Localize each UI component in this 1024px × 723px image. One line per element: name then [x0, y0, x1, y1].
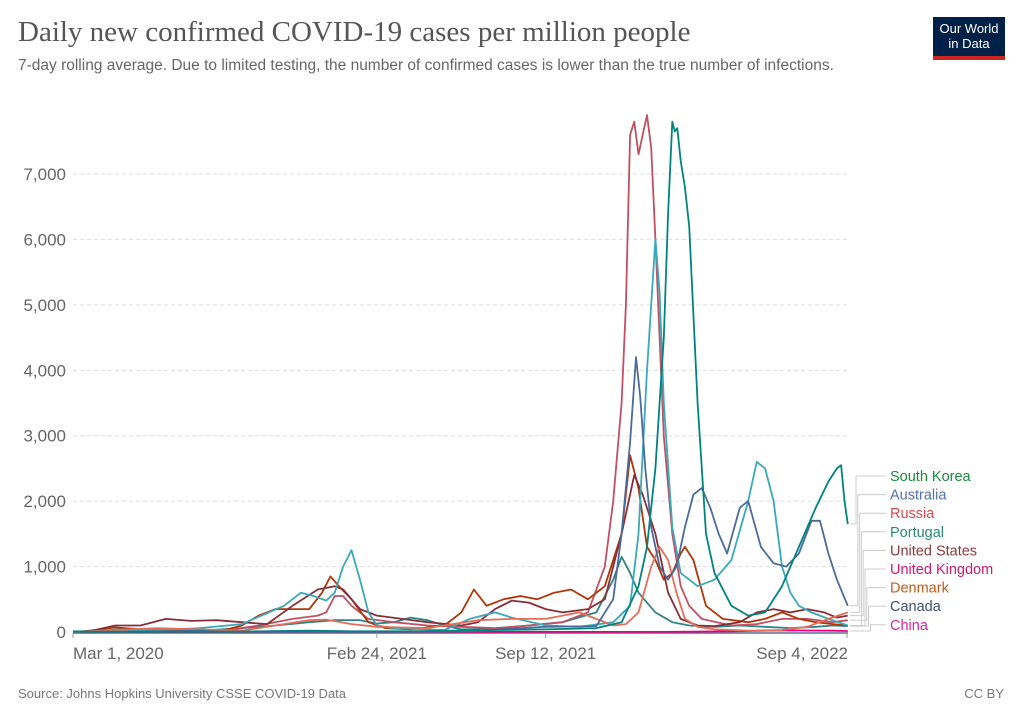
legend-item-united-states[interactable]: United States — [890, 543, 977, 559]
legend-connector — [850, 549, 886, 617]
y-tick-label: 3,000 — [23, 427, 66, 446]
x-axis-ticks: Mar 1, 2020 Feb 24, 2021 Sep 12, 2021 Sep 4… — [72, 632, 848, 663]
series-line-russia[interactable] — [72, 546, 849, 633]
x-tick-label: Feb 24, 2021 — [327, 644, 427, 663]
chart-subtitle: 7-day rolling average. Due to limited te… — [18, 57, 834, 74]
source-note: Source: Johns Hopkins University CSSE CO… — [18, 686, 347, 701]
x-tick-label: Sep 12, 2021 — [495, 644, 596, 663]
y-tick-label: 1,000 — [23, 558, 66, 577]
legend-connector — [850, 512, 886, 613]
legend-connector — [850, 494, 886, 607]
legend-connector — [850, 531, 886, 626]
y-tick-label: 0 — [57, 623, 66, 642]
y-axis-ticks: 0 1,000 2,000 3,000 4,000 5,000 6,000 7,000 — [23, 165, 66, 642]
y-tick-label: 6,000 — [23, 230, 66, 249]
owid-logo[interactable]: Our World in Data — [933, 17, 1005, 60]
legend-connector — [850, 475, 886, 525]
series-line-united-kingdom[interactable] — [72, 454, 848, 633]
legend-connector — [850, 605, 886, 627]
series-line-australia[interactable] — [72, 356, 849, 633]
legend-item-russia[interactable]: Russia — [890, 506, 935, 522]
y-tick-label: 5,000 — [23, 296, 66, 315]
series-lines — [72, 114, 849, 633]
legend-connector — [850, 624, 886, 632]
legend-item-portugal[interactable]: Portugal — [890, 525, 944, 541]
x-tick-label: Mar 1, 2020 — [73, 644, 164, 663]
series-line-denmark[interactable] — [72, 114, 848, 633]
legend-item-denmark[interactable]: Denmark — [890, 581, 950, 597]
y-tick-label: 4,000 — [23, 361, 66, 380]
logo-line-2: in Data — [948, 36, 990, 51]
legend-item-canada[interactable]: Canada — [890, 599, 942, 615]
y-tick-label: 7,000 — [23, 165, 66, 184]
legend-item-china[interactable]: China — [890, 618, 929, 634]
legend-item-australia[interactable]: Australia — [890, 488, 947, 504]
legend-connector — [850, 568, 886, 626]
chart-title: Daily new confirmed COVID-19 cases per m… — [18, 16, 691, 48]
series-line-united-states[interactable] — [72, 474, 848, 633]
logo-line-1: Our World — [939, 21, 999, 36]
license-link[interactable]: CC BY — [964, 686, 1004, 701]
x-tick-label: Sep 4, 2022 — [756, 644, 848, 663]
legend-item-united-kingdom[interactable]: United Kingdom — [890, 562, 993, 578]
legend-connector — [850, 587, 886, 621]
y-tick-label: 2,000 — [23, 492, 66, 511]
legend: South Korea Australia Russia Portugal United… — [850, 469, 993, 634]
grid-lines — [73, 173, 848, 568]
series-line-south-korea[interactable] — [72, 120, 849, 633]
legend-item-south-korea[interactable]: South Korea — [890, 469, 972, 485]
